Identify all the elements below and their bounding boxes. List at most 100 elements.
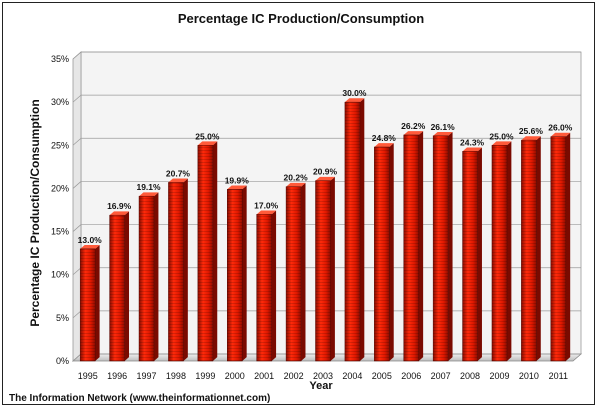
- bar: [256, 210, 277, 362]
- bar-top: [168, 178, 188, 183]
- data-label: 25.0%: [489, 131, 514, 141]
- bar-top: [315, 176, 335, 181]
- bar-texture: [344, 102, 360, 362]
- data-label: 13.0%: [78, 235, 103, 245]
- x-tick-label: 2009: [489, 371, 509, 381]
- bar: [462, 147, 482, 362]
- bar: [138, 192, 159, 362]
- bar: [227, 185, 247, 362]
- bar-top: [197, 141, 218, 146]
- chart-title: Percentage IC Production/Consumption: [178, 11, 424, 26]
- y-axis-title: Percentage IC Production/Consumption: [28, 99, 42, 326]
- bar: [521, 136, 541, 362]
- bar-top: [344, 98, 365, 103]
- gridline-side: [72, 138, 82, 146]
- data-label: 25.0%: [195, 131, 220, 141]
- x-tick-label: 1998: [166, 371, 186, 381]
- x-tick-label: 1995: [78, 371, 98, 381]
- bar-texture: [521, 140, 537, 361]
- x-axis-ticks: 1995 1996 1997 1998 1999 2000 2001 2002 2003 2004…: [78, 371, 568, 381]
- x-tick-label: 1997: [137, 371, 157, 381]
- bar-texture: [462, 151, 478, 361]
- bar-texture: [403, 134, 419, 361]
- x-tick-label: 2002: [284, 371, 304, 381]
- bar-top: [433, 131, 453, 136]
- x-axis-title: Year: [309, 380, 333, 392]
- bar-side: [124, 211, 130, 361]
- bar-side: [418, 131, 424, 361]
- chart-frame: Percentage IC Production/Consumption 0% 5…: [2, 2, 595, 405]
- bar-side: [330, 176, 335, 361]
- bar-texture: [374, 147, 390, 361]
- bar: [550, 132, 571, 362]
- y-tick-label: 30%: [51, 97, 69, 107]
- bar-texture: [197, 145, 213, 361]
- bar: [197, 141, 218, 362]
- data-label: 16.9%: [107, 201, 132, 211]
- bar-texture: [550, 136, 566, 361]
- x-tick-label: 1999: [195, 371, 215, 381]
- footer-credit: The Information Network (www.theinformat…: [9, 393, 270, 404]
- gridline-side: [72, 51, 82, 60]
- data-label: 20.2%: [284, 173, 309, 183]
- bar: [432, 131, 453, 362]
- gridline-side: [72, 353, 82, 362]
- x-tick-label: 2001: [254, 371, 274, 381]
- bar-side: [536, 136, 541, 361]
- y-axis-ticks: 0% 5% 10% 15% 20% 25% 30% 35%: [51, 54, 69, 366]
- bar-side: [212, 141, 218, 361]
- data-label: 26.1%: [431, 122, 456, 132]
- data-label: 30.0%: [342, 88, 367, 98]
- y-tick-label: 35%: [51, 54, 69, 64]
- bar: [168, 178, 188, 362]
- bar-side: [389, 143, 394, 361]
- bar-top: [80, 244, 100, 249]
- y-tick-label: 0%: [56, 356, 69, 366]
- bar: [79, 244, 100, 362]
- bars: [79, 98, 571, 362]
- bar-top: [227, 185, 247, 190]
- bar-side: [477, 147, 482, 361]
- bar-top: [550, 132, 571, 137]
- gridline-side: [72, 224, 82, 232]
- x-tick-label: 2007: [431, 371, 451, 381]
- x-tick-label: 1996: [107, 371, 127, 381]
- bar-texture: [139, 196, 155, 361]
- bar-side: [183, 178, 188, 361]
- y-tick-label: 25%: [51, 140, 69, 150]
- bar-texture: [286, 186, 302, 361]
- x-tick-label: 2006: [401, 371, 421, 381]
- bar-side: [448, 131, 453, 361]
- bar-side: [506, 141, 512, 361]
- gridline-side: [72, 310, 82, 319]
- bar-top: [374, 143, 394, 148]
- data-label: 17.0%: [254, 200, 279, 210]
- bar-top: [139, 192, 159, 197]
- data-label: 26.0%: [548, 123, 573, 133]
- x-tick-label: 2000: [225, 371, 245, 381]
- data-label: 20.7%: [166, 168, 191, 178]
- bar: [491, 141, 512, 362]
- bar-texture: [109, 215, 125, 361]
- bar-top: [286, 182, 306, 187]
- bar: [374, 143, 394, 362]
- bar: [403, 131, 424, 362]
- bar-side: [271, 210, 277, 361]
- data-label: 20.9%: [313, 167, 338, 177]
- bar-top: [462, 147, 482, 152]
- x-tick-label: 2010: [519, 371, 539, 381]
- gridline-side: [72, 94, 82, 103]
- bar-texture: [80, 248, 96, 361]
- bar: [285, 182, 306, 362]
- gridline-side: [72, 267, 82, 275]
- data-label: 19.1%: [136, 182, 161, 192]
- bar-texture: [227, 189, 243, 361]
- bar-side: [154, 192, 159, 361]
- bar: [315, 176, 335, 362]
- data-label: 25.6%: [519, 126, 544, 136]
- gridline-side: [72, 181, 82, 189]
- bar-side: [565, 132, 571, 361]
- bar-texture: [491, 145, 507, 361]
- bar-top: [491, 141, 512, 146]
- bar: [109, 211, 130, 362]
